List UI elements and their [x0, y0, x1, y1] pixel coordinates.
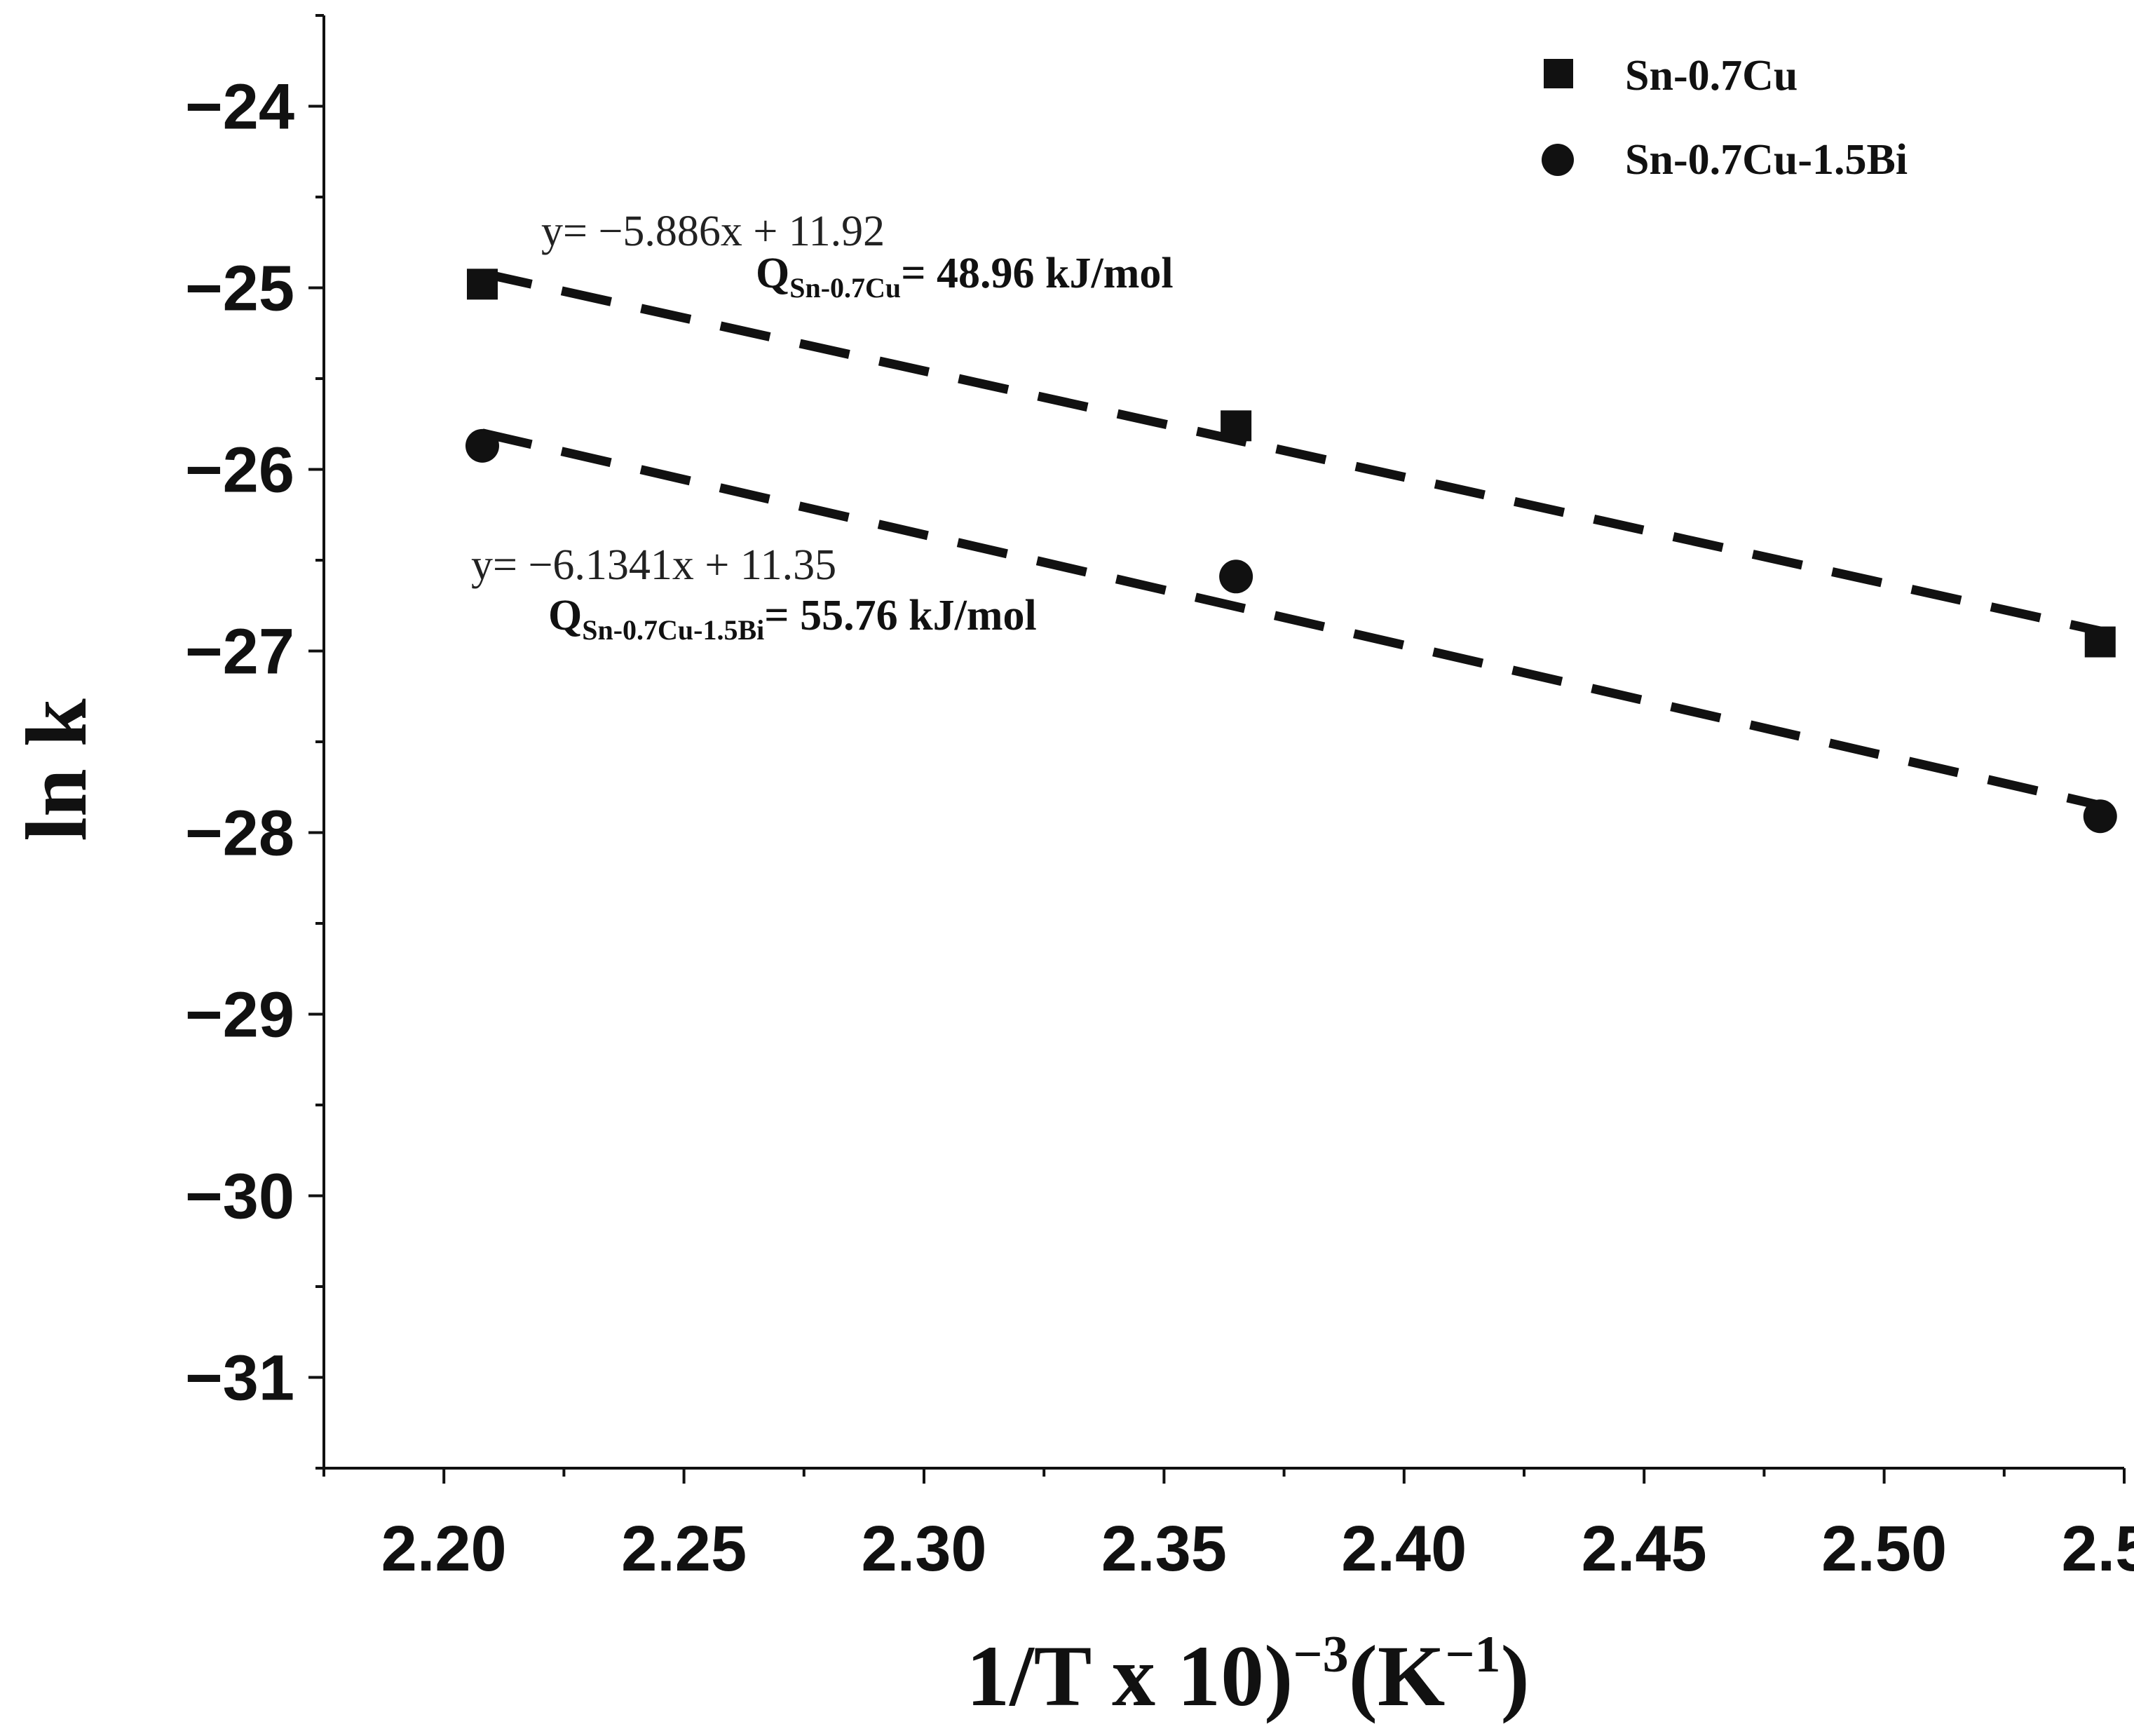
y-tick-label: −31	[185, 1343, 294, 1414]
annotations: y= −5.886x + 11.92 QSn-0.7Cu= 48.96 kJ/m…	[471, 208, 1174, 646]
y-tick-label: −25	[185, 253, 294, 325]
x-axis-title-sup1: −3	[1293, 1626, 1348, 1683]
legend-marker-square	[1544, 59, 1573, 88]
x-axis-title: 1/T x 10)−3(K−1)	[966, 1626, 1530, 1724]
y-ticks: −24 −25 −26 −27 −28 −29 −30 −31	[185, 14, 324, 1470]
x-tick-label: 2.55	[2061, 1513, 2134, 1585]
data-point-square	[466, 269, 498, 300]
x-axis-title-main: 1/T x 10)	[966, 1628, 1293, 1724]
legend-marker-circle	[1542, 144, 1574, 176]
equation-sn-0-7cu-1-5bi: y= −6.1341x + 11.35	[471, 541, 836, 589]
x-axis-title-sup2: −1	[1445, 1626, 1500, 1683]
equation-sn-0-7cu: y= −5.886x + 11.92	[541, 208, 885, 255]
legend-label-sn-0-7cu: Sn-0.7Cu	[1625, 52, 1797, 100]
x-axis-title-mid: (K	[1349, 1628, 1446, 1724]
q-prefix-1: Q	[548, 592, 582, 639]
x-ticks: 2.20 2.25 2.30 2.35 2.40 2.45 2.50 2.55	[322, 1468, 2134, 1585]
q-subscript-1: Sn-0.7Cu-1.5Bi	[582, 614, 764, 646]
q-subscript-0: Sn-0.7Cu	[789, 272, 901, 304]
x-tick-label: 2.50	[1821, 1513, 1947, 1585]
activation-energy-sn-0-7cu: QSn-0.7Cu= 48.96 kJ/mol	[756, 250, 1174, 304]
fit-line-series-1	[481, 428, 2102, 810]
y-tick-label: −29	[185, 979, 294, 1051]
data-point-square	[1221, 410, 1252, 442]
x-tick-label: 2.30	[861, 1513, 986, 1585]
y-tick-label: −28	[185, 798, 294, 869]
data-point-circle	[1219, 560, 1253, 594]
activation-energy-sn-0-7cu-1-5bi: QSn-0.7Cu-1.5Bi= 55.76 kJ/mol	[548, 592, 1037, 646]
x-tick-label: 2.20	[381, 1513, 507, 1585]
data-markers	[465, 269, 2117, 834]
y-tick-label: −26	[185, 435, 294, 506]
legend-label-sn-0-7cu-1-5bi: Sn-0.7Cu-1.5Bi	[1625, 136, 1908, 184]
q-suffix-1: = 55.76 kJ/mol	[764, 592, 1036, 639]
y-tick-label: −24	[185, 72, 294, 143]
q-prefix-0: Q	[756, 250, 789, 297]
y-tick-label: −30	[185, 1161, 294, 1233]
data-point-circle	[2083, 799, 2117, 834]
fit-line-series-0	[481, 269, 2102, 636]
y-tick-label: −27	[185, 616, 294, 688]
data-point-circle	[465, 428, 499, 463]
fit-lines	[481, 269, 2102, 810]
data-point-square	[2084, 626, 2116, 658]
x-tick-label: 2.40	[1341, 1513, 1467, 1585]
x-axis-title-end: )	[1501, 1628, 1530, 1724]
q-suffix-0: = 48.96 kJ/mol	[901, 250, 1173, 297]
legend: Sn-0.7Cu Sn-0.7Cu-1.5Bi	[1542, 52, 1908, 184]
x-tick-label: 2.45	[1582, 1513, 1707, 1585]
x-tick-label: 2.25	[621, 1513, 747, 1585]
y-axis-title: ln k	[8, 698, 104, 841]
x-tick-label: 2.35	[1101, 1513, 1227, 1585]
